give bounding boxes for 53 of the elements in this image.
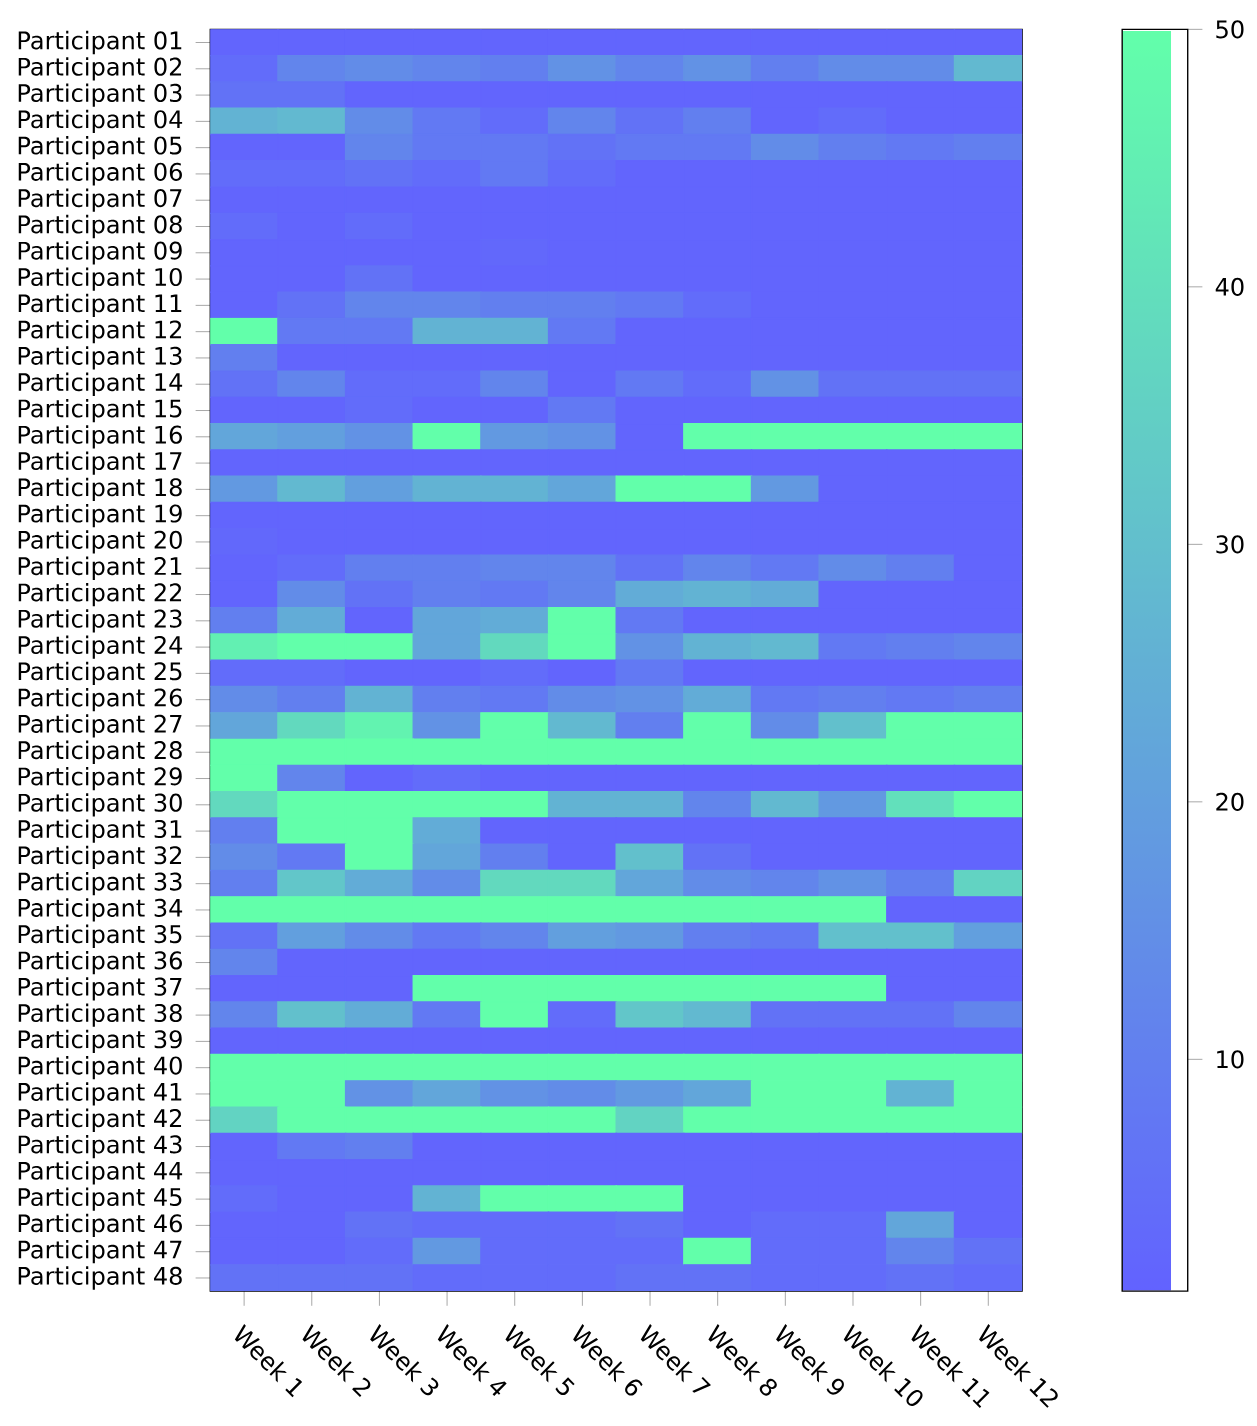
y-tick-label: Participant 26 <box>18 688 183 712</box>
color-bar-label: 40 <box>1215 277 1244 296</box>
y-tick-label: Participant 06 <box>18 162 183 186</box>
y-tick-label: Participant 18 <box>18 477 182 502</box>
y-tick-label: Participant 41 <box>18 1082 182 1106</box>
y-tick-label: Participant 02 <box>18 57 182 81</box>
y-tick-label: Participant 37 <box>18 977 182 1001</box>
y-tick-label: Participant 21 <box>18 556 182 580</box>
y-tick-label: Participant 29 <box>18 766 182 791</box>
y-tick-label: Participant 38 <box>18 1003 182 1027</box>
y-tick-label: Participant 24 <box>18 635 183 659</box>
y-tick-label: Participant 07 <box>18 188 182 212</box>
y-tick-label: Participant 47 <box>18 1240 182 1264</box>
color-bar-label: 20 <box>1216 792 1244 811</box>
color-bar-label: 50 <box>1216 20 1244 39</box>
y-tick-label: Participant 28 <box>18 740 182 764</box>
y-tick-label: Participant 31 <box>18 819 182 843</box>
y-tick-label: Participant 34 <box>18 898 183 922</box>
y-tick-label: Participant 05 <box>18 136 182 160</box>
y-tick-label: Participant 46 <box>18 1213 183 1238</box>
y-tick-label: Participant 12 <box>18 320 182 344</box>
y-tick-label: Participant 03 <box>18 83 182 107</box>
y-tick-label: Participant 16 <box>18 425 183 449</box>
y-tick-label: Participant 48 <box>18 1266 182 1290</box>
y-tick-label: Participant 35 <box>18 924 182 948</box>
y-tick-label: Participant 11 <box>18 293 182 318</box>
y-tick-label: Participant 23 <box>18 609 182 633</box>
y-tick-label: Participant 45 <box>18 1187 182 1211</box>
y-tick-label: Participant 17 <box>18 451 182 475</box>
y-tick-label: Participant 20 <box>18 530 183 554</box>
y-tick-label: Participant 19 <box>18 504 182 528</box>
color-bar-label: 10 <box>1217 1050 1244 1069</box>
y-tick-label: Participant 33 <box>18 872 182 896</box>
y-tick-label: Participant 08 <box>18 214 182 239</box>
y-tick-label: Participant 40 <box>18 1056 183 1080</box>
y-tick-label: Participant 30 <box>18 793 183 817</box>
y-tick-label: Participant 42 <box>18 1108 182 1132</box>
y-tick-label: Participant 43 <box>18 1134 182 1159</box>
color-bar-label: 30 <box>1216 535 1244 554</box>
y-tick-label: Participant 14 <box>18 372 183 396</box>
y-tick-label: Participant 39 <box>18 1029 182 1054</box>
y-tick-label: Participant 10 <box>18 267 183 291</box>
y-tick-label: Participant 01 <box>18 30 182 55</box>
y-tick-label: Participant 22 <box>18 582 182 607</box>
y-tick-label: Participant 27 <box>18 714 182 738</box>
y-tick-label: Participant 25 <box>18 661 182 686</box>
y-tick-label: Participant 15 <box>18 398 182 423</box>
y-tick-label: Participant 09 <box>18 241 182 265</box>
y-tick-label: Participant 32 <box>18 845 182 870</box>
y-tick-label: Participant 36 <box>18 950 183 975</box>
y-tick-label: Participant 44 <box>18 1161 183 1185</box>
y-tick-label: Participant 04 <box>18 109 183 134</box>
y-tick-label: Participant 13 <box>18 346 182 370</box>
